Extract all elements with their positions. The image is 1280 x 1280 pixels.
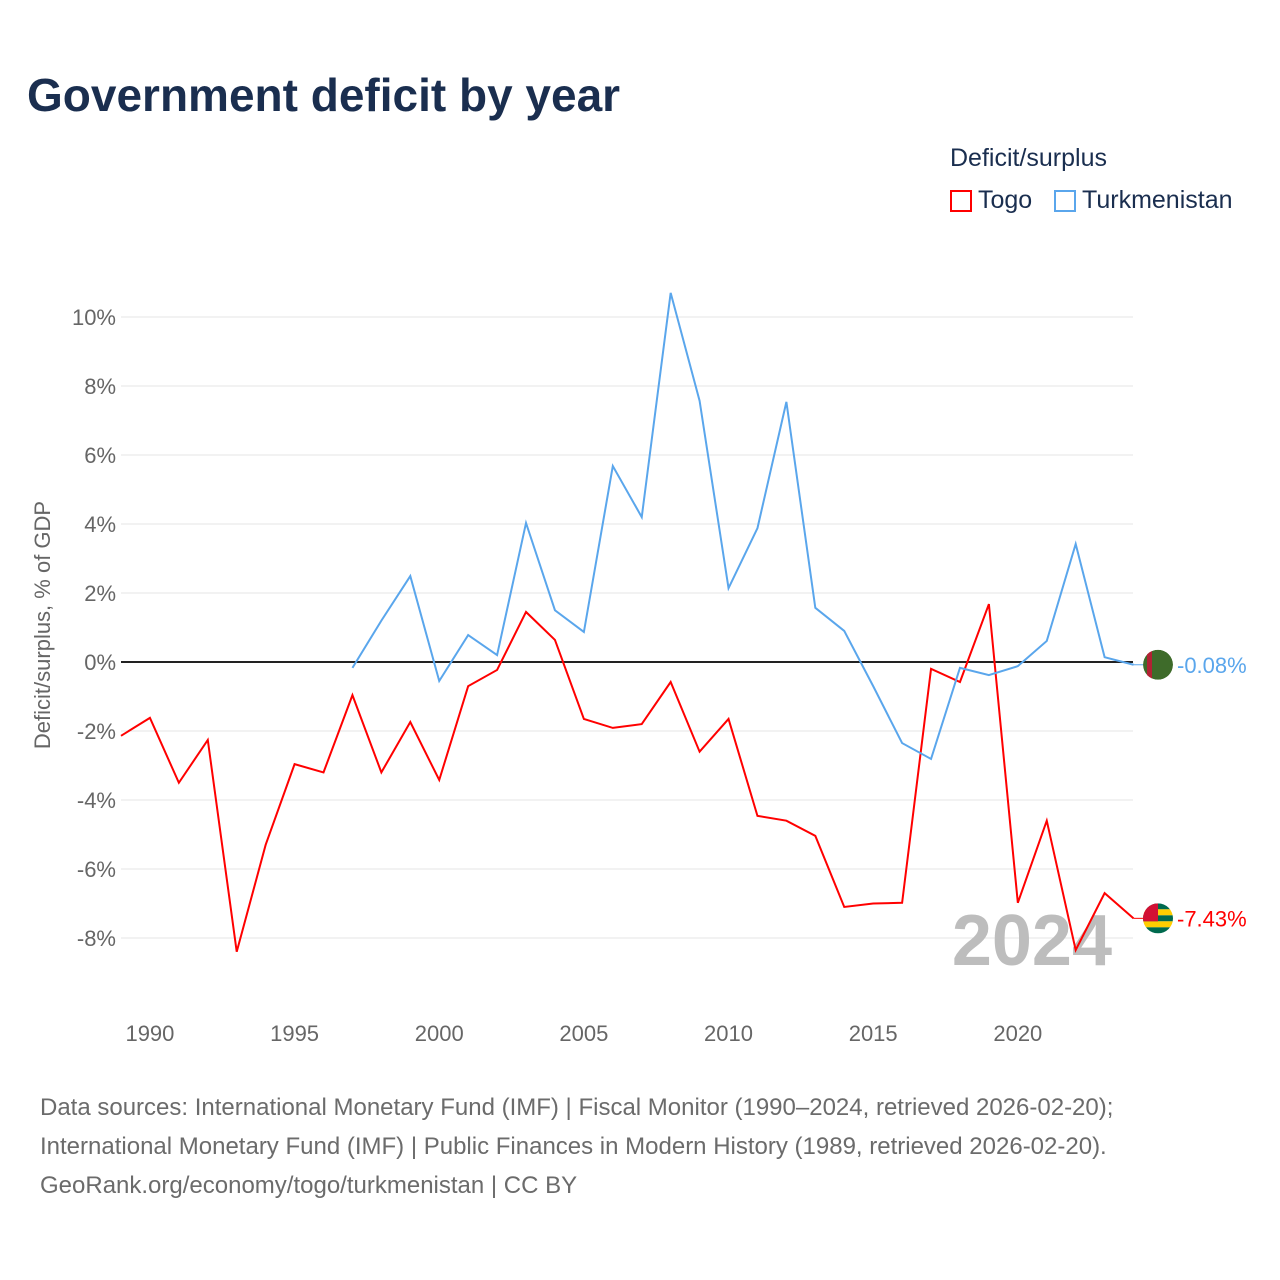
- end-value-label: -7.43%: [1177, 906, 1247, 931]
- legend-item-turkmenistan[interactable]: Turkmenistan: [1054, 186, 1233, 215]
- end-value-label: -0.08%: [1177, 653, 1247, 678]
- y-tick-label: 4%: [84, 512, 116, 537]
- y-tick-label: -2%: [77, 719, 116, 744]
- legend-title: Deficit/surplus: [950, 144, 1107, 172]
- legend-swatch: [1054, 189, 1076, 212]
- legend-label: Turkmenistan: [1082, 186, 1233, 214]
- series-line-turkmenistan: [351, 292, 1134, 761]
- x-tick-label: 2010: [704, 1021, 753, 1046]
- x-tick-label: 2005: [559, 1021, 608, 1046]
- attribution-link[interactable]: GeoRank.org/economy/togo/turkmenistan | …: [40, 1172, 578, 1199]
- x-tick-label: 2015: [849, 1021, 898, 1046]
- y-tick-label: 8%: [84, 374, 116, 399]
- source-line: Data sources: International Monetary Fun…: [40, 1094, 1114, 1121]
- y-axis-label: Deficit/surplus, % of GDP: [30, 501, 55, 749]
- x-tick-label: 2020: [993, 1021, 1042, 1046]
- turkmenistan-flag-icon: [1143, 649, 1173, 680]
- y-tick-label: 2%: [84, 581, 116, 606]
- togo-flag-icon: [1143, 903, 1173, 934]
- y-tick-label: -6%: [77, 857, 116, 882]
- y-tick-label: 10%: [72, 305, 116, 330]
- y-tick-label: 6%: [84, 443, 116, 468]
- x-tick-label: 1995: [270, 1021, 319, 1046]
- series-line-togo: [120, 603, 1135, 954]
- x-tick-label: 2000: [415, 1021, 464, 1046]
- x-tick-label: 1990: [125, 1021, 174, 1046]
- source-line: International Monetary Fund (IMF) | Publ…: [40, 1133, 1107, 1160]
- legend-swatch: [950, 189, 972, 212]
- y-tick-label: -4%: [77, 788, 116, 813]
- legend-item-togo[interactable]: Togo: [950, 186, 1032, 215]
- legend-label: Togo: [978, 186, 1033, 214]
- chart-title: Government deficit by year: [27, 69, 621, 121]
- year-watermark: 2024: [952, 901, 1112, 981]
- y-tick-label: -8%: [77, 926, 116, 951]
- footer: Data sources: International Monetary Fun…: [40, 1088, 1113, 1205]
- y-tick-label: 0%: [84, 650, 116, 675]
